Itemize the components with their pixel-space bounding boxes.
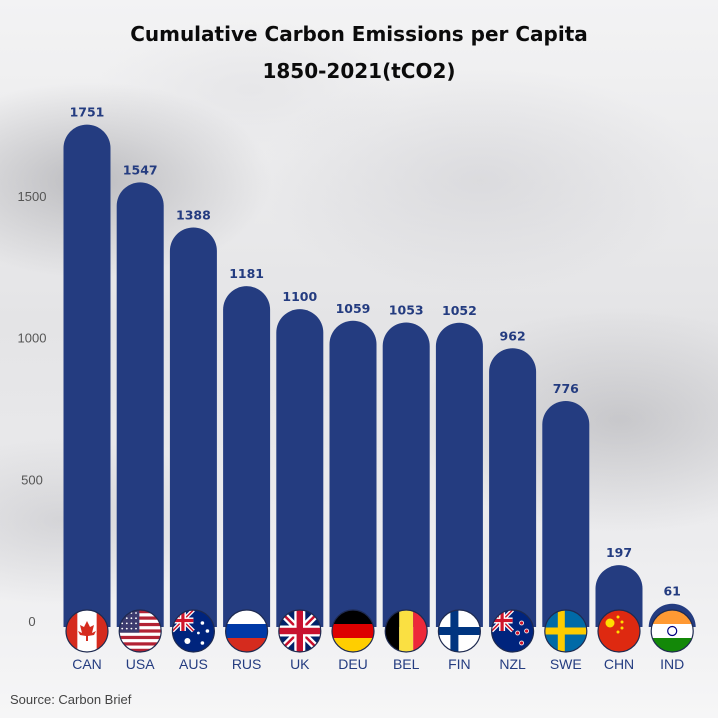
flag-china-icon <box>597 609 641 653</box>
flag-finland-icon <box>437 609 481 653</box>
category-label-fin: FIN <box>448 656 471 672</box>
value-label-nzl: 962 <box>500 328 526 343</box>
flag-usa-icon <box>118 609 162 653</box>
bar-usa <box>116 182 164 628</box>
value-label-deu: 1059 <box>336 301 371 316</box>
category-label-can: CAN <box>72 656 102 672</box>
y-tick-label: 1000 <box>18 331 47 346</box>
chart-title: Cumulative Carbon Emissions per Capita <box>130 22 588 46</box>
category-label-rus: RUS <box>232 656 262 672</box>
category-label-deu: DEU <box>338 656 368 672</box>
bar-rus <box>223 286 271 627</box>
flag-russia-icon <box>225 609 269 653</box>
category-label-swe: SWE <box>550 656 582 672</box>
y-tick-label: 0 <box>28 614 35 629</box>
value-label-can: 1751 <box>70 105 105 120</box>
flag-sweden-icon <box>544 609 588 653</box>
value-label-chn: 197 <box>606 545 632 560</box>
bar-bel <box>382 322 430 627</box>
y-tick-label: 500 <box>21 472 43 487</box>
value-label-aus: 1388 <box>176 208 211 223</box>
category-label-uk: UK <box>290 656 310 672</box>
bar-can <box>63 124 111 628</box>
category-label-usa: USA <box>126 656 155 672</box>
value-label-usa: 1547 <box>123 162 158 177</box>
category-label-chn: CHN <box>604 656 634 672</box>
flag-india-icon <box>650 609 694 653</box>
value-label-uk: 1100 <box>282 289 317 304</box>
value-label-rus: 1181 <box>229 266 264 281</box>
bar-aus <box>169 227 217 627</box>
bar-fin <box>435 322 483 627</box>
flag-belgium-icon <box>384 609 428 653</box>
bar-chn <box>595 565 643 627</box>
bar-deu <box>329 320 377 627</box>
bar-uk <box>276 309 324 627</box>
value-label-swe: 776 <box>553 381 579 396</box>
flag-new-zealand-icon <box>490 609 535 653</box>
flag-canada-icon <box>65 609 109 653</box>
category-label-ind: IND <box>660 656 684 672</box>
flag-australia-icon <box>171 609 215 653</box>
chart-subtitle: 1850-2021(tCO2) <box>262 59 456 83</box>
value-label-ind: 61 <box>663 584 680 599</box>
flag-uk-icon <box>278 609 322 653</box>
category-label-nzl: NZL <box>499 656 526 672</box>
y-tick-label: 1500 <box>18 189 47 204</box>
category-label-aus: AUS <box>179 656 208 672</box>
source-note: Source: Carbon Brief <box>10 692 132 707</box>
value-label-bel: 1053 <box>389 302 424 317</box>
bar-swe <box>542 401 590 627</box>
bar-nzl <box>489 348 537 627</box>
value-label-fin: 1052 <box>442 303 477 318</box>
flag-germany-icon <box>331 609 375 653</box>
category-label-bel: BEL <box>393 656 420 672</box>
